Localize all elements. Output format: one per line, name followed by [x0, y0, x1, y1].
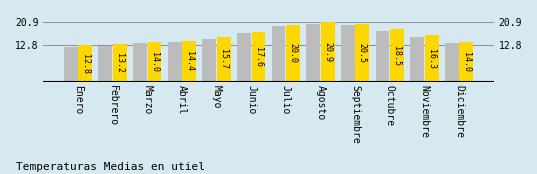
Bar: [321, 22, 335, 82]
Bar: [113, 44, 127, 82]
Bar: [355, 23, 369, 82]
Text: 12.8: 12.8: [81, 54, 90, 74]
Bar: [445, 44, 459, 82]
Text: 16.3: 16.3: [427, 49, 436, 69]
Bar: [202, 39, 216, 82]
Bar: [168, 42, 182, 82]
Bar: [459, 42, 473, 82]
Bar: [251, 32, 265, 82]
Text: 14.4: 14.4: [185, 51, 194, 71]
Text: 14.0: 14.0: [150, 52, 159, 72]
Text: 18.5: 18.5: [393, 46, 402, 66]
Bar: [217, 37, 231, 82]
Bar: [133, 44, 147, 82]
Text: Temperaturas Medias en utiel: Temperaturas Medias en utiel: [16, 162, 205, 172]
Text: 20.0: 20.0: [288, 43, 297, 63]
Bar: [306, 24, 320, 82]
Bar: [64, 47, 78, 82]
Bar: [341, 25, 355, 82]
Bar: [375, 31, 389, 82]
Bar: [272, 26, 286, 82]
Bar: [98, 46, 112, 82]
Bar: [237, 33, 251, 82]
Bar: [78, 45, 92, 82]
Text: 15.7: 15.7: [219, 49, 228, 69]
Text: 20.9: 20.9: [323, 42, 332, 62]
Bar: [182, 41, 196, 82]
Bar: [390, 29, 404, 82]
Bar: [410, 37, 424, 82]
Bar: [286, 25, 300, 82]
Text: 20.5: 20.5: [358, 43, 367, 63]
Bar: [425, 35, 439, 82]
Text: 14.0: 14.0: [462, 52, 471, 72]
Text: 13.2: 13.2: [115, 53, 125, 73]
Text: 17.6: 17.6: [254, 47, 263, 67]
Bar: [148, 42, 162, 82]
